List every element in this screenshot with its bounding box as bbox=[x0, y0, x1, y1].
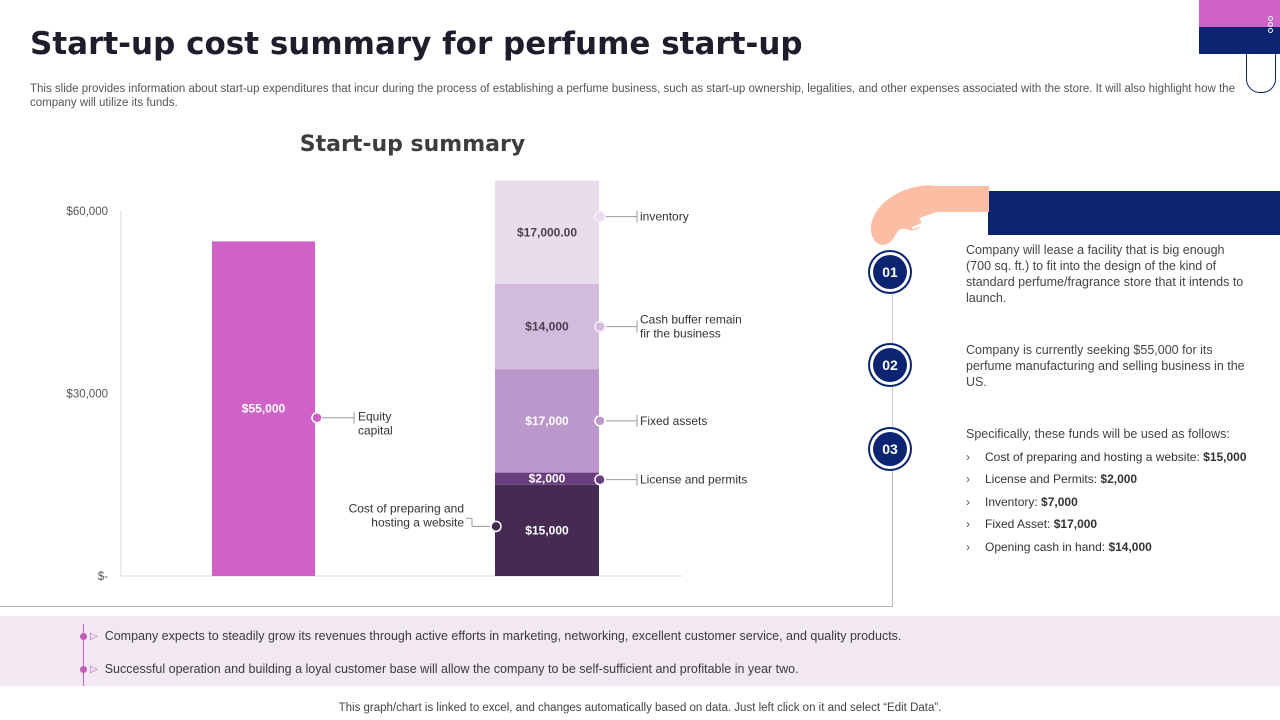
chevron-right-icon: › bbox=[966, 494, 970, 509]
band-accent-line bbox=[83, 624, 84, 686]
list-item: › Cost of preparing and hosting a website… bbox=[966, 450, 1247, 464]
pointing-hand-icon bbox=[870, 185, 989, 245]
corner-decoration-pink bbox=[1199, 0, 1280, 27]
callout-label: Equity bbox=[358, 410, 391, 424]
bar-segment bbox=[212, 241, 315, 576]
bar-segment bbox=[495, 484, 599, 576]
play-icon: ▷ bbox=[90, 663, 98, 675]
data-label: $15,000 bbox=[525, 523, 569, 537]
panel-divider-horizontal bbox=[0, 606, 893, 607]
chevron-right-icon: › bbox=[966, 539, 970, 554]
data-label: $14,000 bbox=[525, 320, 569, 334]
list-item: › Inventory: $7,000 bbox=[966, 494, 1078, 509]
chevron-right-icon: › bbox=[966, 517, 970, 532]
callout-dot bbox=[594, 473, 606, 486]
bar-segment bbox=[495, 284, 599, 370]
data-label: $17,000.00 bbox=[517, 225, 577, 239]
takeaway-band bbox=[0, 616, 1280, 686]
callout-label: hosting a website bbox=[371, 515, 464, 529]
list-item: › Opening cash in hand: $14,000 bbox=[966, 539, 1152, 554]
bar-segment bbox=[495, 369, 599, 473]
page-title: Start-up cost summary for perfume start-… bbox=[30, 26, 803, 62]
list-item: › Fixed Asset: $17,000 bbox=[966, 517, 1098, 532]
callout-dot bbox=[594, 210, 606, 223]
play-icon: ▷ bbox=[90, 630, 98, 642]
step-text-03: Specifically, these funds will be used a… bbox=[966, 427, 1230, 441]
step-badge-01: 01 bbox=[873, 255, 907, 289]
step-text-02: Company is currently seeking $55,000 for… bbox=[966, 343, 1245, 389]
bullet-dot-icon bbox=[80, 665, 87, 673]
footer-note: This graph/chart is linked to excel, and… bbox=[338, 702, 942, 714]
corner-dots-icon bbox=[1268, 16, 1274, 34]
callout-dot bbox=[311, 411, 323, 424]
y-tick-label: $30,000 bbox=[66, 389, 108, 401]
list-item: › License and Permits: $2,000 bbox=[966, 472, 1138, 487]
takeaway-item-1: ▷ Company expects to steadily grow its r… bbox=[80, 629, 901, 643]
callout-label: capital bbox=[358, 424, 393, 438]
callout-label: inventory bbox=[640, 210, 689, 224]
step-text-01: Company will lease a facility that is bi… bbox=[966, 243, 1244, 305]
callout-dot bbox=[594, 320, 606, 333]
callout-label: Cash buffer remain bbox=[640, 313, 742, 327]
callout-dot bbox=[490, 520, 502, 533]
data-label: $2,000 bbox=[529, 472, 566, 486]
step-badge-03: 03 bbox=[873, 432, 907, 466]
takeaway-item-2: ▷ Successful operation and building a lo… bbox=[80, 662, 799, 676]
chart-title[interactable]: Start-up summary bbox=[299, 132, 526, 157]
fund-usage-list: › Cost of preparing and hosting a website… bbox=[966, 450, 1266, 562]
step-badge-02: 02 bbox=[873, 348, 907, 382]
data-label: $55,000 bbox=[242, 402, 286, 416]
callout-label: License and permits bbox=[640, 473, 747, 487]
y-tick-label: $60,000 bbox=[66, 206, 108, 218]
chevron-right-icon: › bbox=[966, 472, 970, 487]
bar-segment bbox=[495, 180, 599, 284]
callout-label: Cost of preparing and bbox=[349, 501, 464, 515]
bullet-dot-icon bbox=[80, 632, 87, 640]
callout-label: Fixed assets bbox=[640, 414, 707, 428]
bar-segment bbox=[495, 472, 599, 485]
data-label: $17,000 bbox=[525, 414, 569, 428]
callout-label: fir the business bbox=[640, 327, 721, 341]
navy-banner bbox=[988, 191, 1280, 235]
y-tick-label: $- bbox=[98, 571, 108, 583]
callout-dot bbox=[594, 415, 606, 427]
page-subtitle: This slide provides information about st… bbox=[30, 83, 1235, 109]
chevron-right-icon: › bbox=[966, 450, 970, 464]
corner-decoration-outline bbox=[1246, 33, 1276, 93]
